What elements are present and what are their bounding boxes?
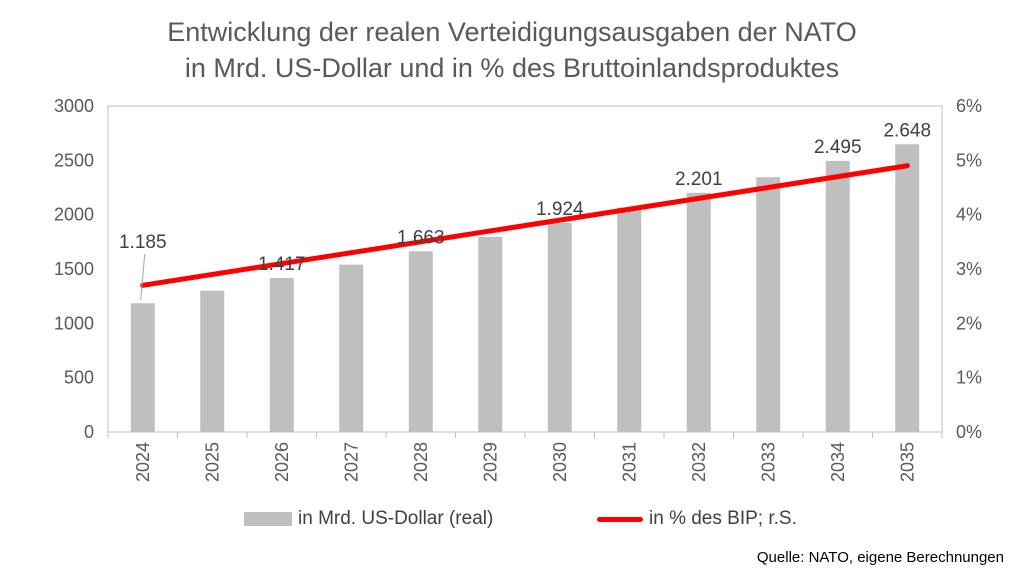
line-point-2034: [835, 174, 841, 180]
left-tick-label: 2000: [54, 205, 94, 225]
x-tick-label-2030: 2030: [550, 442, 570, 482]
left-tick-label: 2500: [54, 150, 94, 170]
bar-2033: [756, 177, 781, 432]
right-tick-label: 1%: [956, 368, 982, 388]
bar-series: [130, 144, 920, 433]
line-point-2035: [904, 163, 910, 169]
line-point-2024: [140, 282, 146, 288]
data-label-2024: 1.185: [119, 232, 167, 253]
x-tick-label-2034: 2034: [828, 442, 848, 482]
x-tick-label-2026: 2026: [272, 442, 292, 482]
bar-2034: [825, 160, 850, 433]
source-note: Quelle: NATO, eigene Berechnungen: [756, 549, 1004, 566]
line-point-2030: [557, 217, 563, 223]
right-tick-label: 5%: [956, 150, 982, 170]
x-tick-label-2031: 2031: [619, 442, 639, 482]
legend: in Mrd. US-Dollar (real) in % des BIP; r…: [0, 508, 1024, 534]
data-label-2026: 1.417: [258, 254, 306, 275]
left-tick-label: 500: [64, 368, 94, 388]
bar-2028: [408, 251, 433, 432]
bar-2031: [617, 207, 642, 432]
chart-title-line-2: in Mrd. US-Dollar und in % des Bruttoinl…: [184, 53, 840, 83]
data-label-2035: 2.648: [883, 120, 931, 141]
left-tick-label: 1000: [54, 313, 94, 333]
legend-item-line: in % des BIP; r.S.: [597, 508, 797, 530]
data-label-2034: 2.495: [814, 137, 862, 158]
bar-2035: [895, 144, 920, 432]
right-tick-label: 2%: [956, 313, 982, 333]
line-point-2031: [626, 206, 632, 212]
bar-2025: [200, 290, 225, 432]
x-tick-label-2033: 2033: [758, 442, 778, 482]
legend-item-bar: in Mrd. US-Dollar (real): [244, 508, 493, 530]
bar-2030: [547, 222, 572, 432]
x-tick-label-2032: 2032: [689, 442, 709, 482]
right-tick-label: 0%: [956, 422, 982, 442]
x-tick-label-2027: 2027: [341, 442, 361, 482]
bar-2032: [686, 192, 711, 432]
bar-2024: [130, 303, 155, 432]
line-series: [140, 163, 910, 288]
line-point-2032: [696, 195, 702, 201]
legend-line-swatch: [597, 516, 643, 522]
left-axis-ticks: 0 500 1000 1500 2000 2500 3000: [54, 96, 94, 442]
legend-line-label: in % des BIP; r.S.: [649, 508, 797, 529]
x-tick-label-2029: 2029: [480, 442, 500, 482]
x-axis-ticks: 2024 2025 2026 2027 2028 2029 2030 2031 2032 2033…: [107, 432, 943, 482]
left-tick-label: 3000: [54, 96, 94, 116]
chart-title: Entwicklung der realen Verteidigungsausg…: [0, 14, 1024, 86]
line-point-2025: [209, 271, 215, 277]
bar-2027: [339, 264, 364, 432]
data-label-2028: 1.663: [397, 227, 445, 248]
x-tick-label-2028: 2028: [411, 442, 431, 482]
line-point-2026: [279, 261, 285, 267]
line-path: [140, 163, 910, 288]
right-tick-label: 3%: [956, 259, 982, 279]
chart-title-line-1: Entwicklung der realen Verteidigungsausg…: [167, 17, 857, 47]
data-label-2032: 2.201: [675, 169, 723, 190]
left-tick-label: 1500: [54, 259, 94, 279]
bar-2029: [478, 236, 503, 432]
legend-bar-label: in Mrd. US-Dollar (real): [298, 508, 494, 529]
line-point-2033: [765, 185, 771, 190]
x-tick-label-2025: 2025: [202, 442, 222, 482]
x-tick-label-2024: 2024: [133, 442, 153, 482]
line-point-2029: [487, 228, 493, 234]
x-tick-label-2035: 2035: [897, 442, 917, 482]
line-point-2027: [348, 250, 354, 256]
data-label-2030: 1.924: [536, 199, 584, 220]
right-tick-label: 4%: [956, 205, 982, 225]
data-labels: 1.185 1.417 1.663 1.924 2.201 2.495 2.648: [119, 120, 931, 301]
legend-bar-swatch: [244, 512, 292, 526]
data-label-leader: [140, 253, 146, 301]
right-axis-ticks: 0% 1% 2% 3% 4% 5% 6%: [956, 96, 982, 442]
bar-2026: [269, 278, 294, 432]
line-point-2028: [418, 239, 424, 245]
right-tick-label: 6%: [956, 96, 982, 116]
left-tick-label: 0: [84, 422, 94, 442]
